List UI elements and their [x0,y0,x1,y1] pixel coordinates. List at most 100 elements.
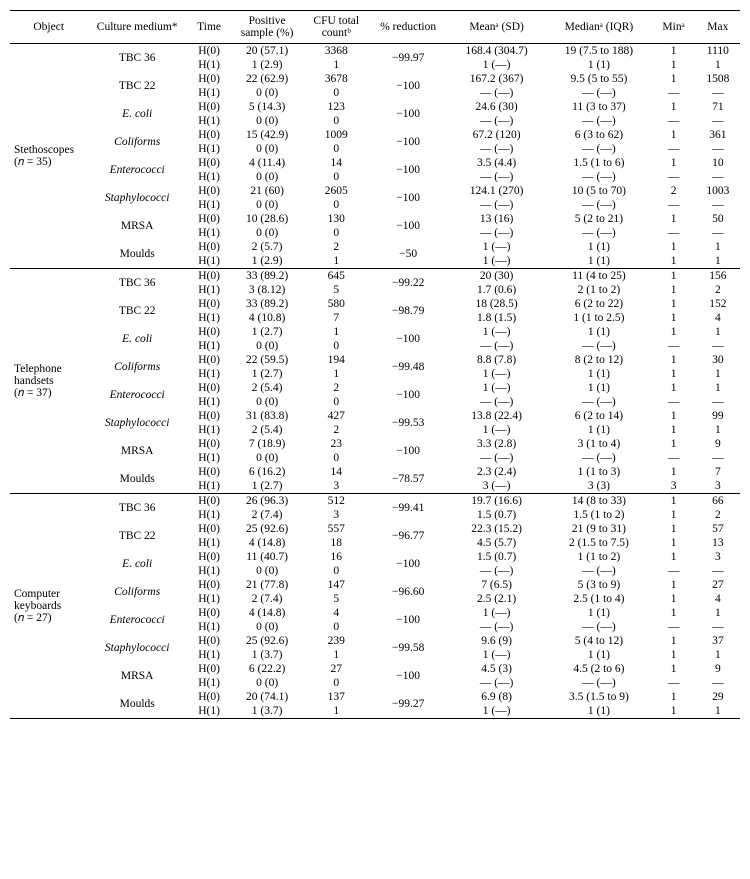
cell: 1 (—) [447,367,547,381]
culture-medium-cell: Coliforms [87,353,187,381]
cell: H(0) [187,353,231,367]
cell: H(1) [187,592,231,606]
table-row: MouldsH(0)20 (74.1)137−99.276.9 (8)3.5 (… [10,690,740,704]
cell: 1 [651,72,695,86]
cell: 2 (5.7) [231,240,303,254]
cell: 33 (89.2) [231,297,303,311]
cell: — (—) [546,395,651,409]
cell: 147 [303,578,369,592]
cell: 1 (—) [447,648,547,662]
culture-medium-cell: MRSA [87,212,187,240]
object-cell: Telephonehandsets(𝑛 = 37) [10,269,87,494]
cell: 580 [303,297,369,311]
reduction-cell: −99.48 [369,353,446,381]
culture-medium-cell: Staphylococci [87,634,187,662]
table-row: StaphylococciH(0)31 (83.8)427−99.5313.8 … [10,409,740,423]
cell: 3368 [303,44,369,59]
cell: 3 (—) [447,479,547,494]
reduction-cell: −100 [369,212,446,240]
cell: 4 (14.8) [231,606,303,620]
cell: 2 (5.4) [231,423,303,437]
cell: 10 (28.6) [231,212,303,226]
cell: 1 (1 to 2) [546,550,651,564]
culture-medium-cell: Coliforms [87,128,187,156]
cell: H(0) [187,240,231,254]
reduction-cell: −50 [369,240,446,269]
reduction-cell: −100 [369,662,446,690]
cell: 1 [651,648,695,662]
cell: 1 (2.7) [231,367,303,381]
col-header-9: Max [696,11,740,44]
cell: 1508 [696,72,740,86]
cell: 1 (2.9) [231,58,303,72]
culture-medium-cell: Moulds [87,240,187,269]
reduction-cell: −100 [369,325,446,353]
table-row: MouldsH(0)2 (5.7)2−501 (—)1 (1)11 [10,240,740,254]
col-header-6: Meanᵃ (SD) [447,11,547,44]
cell: 7 [303,311,369,325]
cell: 1 (1) [546,704,651,719]
cell: — (—) [447,395,547,409]
culture-medium-cell: TBC 36 [87,494,187,523]
cell: — [651,142,695,156]
cell: 1 (1) [546,606,651,620]
cell: 168.4 (304.7) [447,44,547,59]
cell: 0 [303,114,369,128]
cell: 0 [303,395,369,409]
cell: 1 [696,254,740,269]
cell: 10 (5 to 70) [546,184,651,198]
cell: 5 (4 to 12) [546,634,651,648]
cell: 0 (0) [231,620,303,634]
reduction-cell: −100 [369,100,446,128]
col-header-8: Minᵃ [651,11,695,44]
table-row: StaphylococciH(0)25 (92.6)239−99.589.6 (… [10,634,740,648]
cell: 4.5 (2 to 6) [546,662,651,676]
table-row: E. coliH(0)5 (14.3)123−10024.6 (30)11 (3… [10,100,740,114]
cell: 1 [651,100,695,114]
cell: 6 (2 to 22) [546,297,651,311]
cell: 0 [303,170,369,184]
cell: 0 (0) [231,86,303,100]
cell: 1 (2.7) [231,479,303,494]
cell: H(1) [187,254,231,269]
cell: 21 (9 to 31) [546,522,651,536]
culture-medium-cell: Moulds [87,690,187,719]
cell: 4 [696,311,740,325]
cell: — [696,86,740,100]
culture-medium-cell: Moulds [87,465,187,494]
cell: 124.1 (270) [447,184,547,198]
cell: 2 (1.5 to 7.5) [546,536,651,550]
cell: 25 (92.6) [231,634,303,648]
cell: 1009 [303,128,369,142]
cell: 1 [651,662,695,676]
cell: 67.2 (120) [447,128,547,142]
cell: H(0) [187,381,231,395]
cell: 1 (1) [546,367,651,381]
cell: 0 (0) [231,676,303,690]
cell: 13 (16) [447,212,547,226]
cell: H(1) [187,170,231,184]
cell: H(0) [187,184,231,198]
cell: 167.2 (367) [447,72,547,86]
cell: 1 [651,522,695,536]
cell: 16 [303,550,369,564]
cell: 1 [303,367,369,381]
cell: 1 [651,58,695,72]
cell: 1 [696,648,740,662]
reduction-cell: −100 [369,606,446,634]
cell: — [696,170,740,184]
cell: 1 [651,240,695,254]
cell: 9 [696,437,740,451]
object-cell: Computerkeyboards(𝑛 = 27) [10,494,87,719]
cell: 4.5 (5.7) [447,536,547,550]
cell: 1 [696,58,740,72]
cell: — [696,226,740,240]
cell: 19 (7.5 to 188) [546,44,651,59]
cell: 123 [303,100,369,114]
cell: — [696,339,740,353]
cell: H(0) [187,72,231,86]
cell: H(0) [187,494,231,509]
cell: 361 [696,128,740,142]
cell: H(1) [187,367,231,381]
cell: H(1) [187,508,231,522]
